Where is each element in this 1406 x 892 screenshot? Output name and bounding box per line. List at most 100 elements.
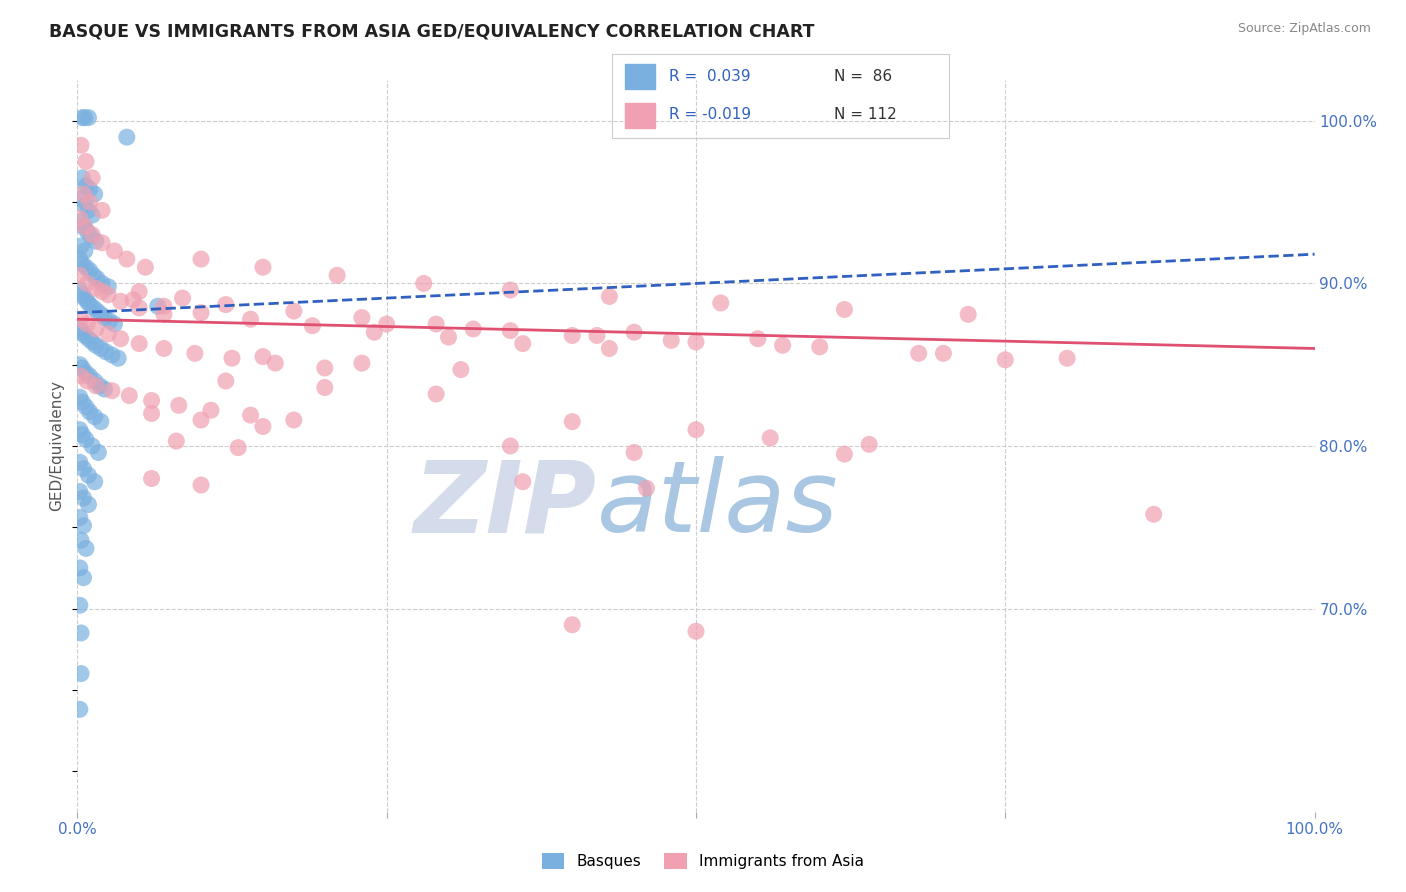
Point — [1056, 351, 1078, 366]
Text: BASQUE VS IMMIGRANTS FROM ASIA GED/EQUIVALENCY CORRELATION CHART: BASQUE VS IMMIGRANTS FROM ASIA GED/EQUIV… — [49, 22, 814, 40]
Point — [808, 340, 831, 354]
Point — [623, 445, 645, 459]
Point — [72, 170, 94, 185]
Text: Source: ZipAtlas.com: Source: ZipAtlas.com — [1237, 22, 1371, 36]
Point — [82, 170, 104, 185]
Point — [283, 413, 305, 427]
Text: atlas: atlas — [598, 456, 838, 553]
Point — [79, 182, 101, 196]
Bar — [626, 103, 655, 128]
Point — [69, 215, 91, 229]
Y-axis label: GED/Equivalency: GED/Equivalency — [49, 381, 65, 511]
Point — [69, 211, 91, 226]
Point — [499, 283, 522, 297]
Point — [93, 310, 115, 325]
Point — [70, 666, 93, 681]
Point — [76, 294, 98, 309]
Point — [70, 138, 93, 153]
Point — [73, 328, 96, 343]
Point — [79, 297, 101, 311]
Point — [69, 252, 91, 266]
Point — [450, 362, 472, 376]
Point — [97, 288, 120, 302]
Point — [69, 358, 91, 372]
Point — [122, 293, 145, 307]
Point — [76, 317, 98, 331]
Bar — [626, 63, 655, 89]
Point — [437, 330, 460, 344]
Point — [75, 260, 97, 275]
Point — [363, 325, 385, 339]
Point — [350, 356, 373, 370]
Point — [463, 322, 485, 336]
Point — [83, 187, 105, 202]
Point — [221, 351, 243, 366]
Point — [91, 235, 114, 250]
Point — [75, 400, 97, 414]
Point — [73, 291, 96, 305]
Point — [101, 384, 124, 398]
Point — [91, 285, 114, 299]
Point — [72, 395, 94, 409]
Point — [659, 334, 682, 348]
Point — [412, 277, 434, 291]
Point — [172, 291, 194, 305]
Point — [69, 599, 91, 613]
Point — [326, 268, 349, 283]
Point — [91, 277, 114, 291]
Point — [72, 111, 94, 125]
Point — [90, 342, 112, 356]
Point — [69, 268, 91, 283]
Point — [957, 307, 980, 321]
Point — [128, 285, 150, 299]
Point — [83, 475, 105, 489]
Point — [932, 346, 955, 360]
Point — [69, 423, 91, 437]
Point — [141, 407, 163, 421]
Point — [72, 518, 94, 533]
Point — [128, 336, 150, 351]
Point — [83, 409, 105, 424]
Point — [70, 312, 93, 326]
Point — [77, 498, 100, 512]
Point — [98, 314, 121, 328]
Point — [76, 224, 98, 238]
Point — [184, 346, 207, 360]
Point — [72, 491, 94, 505]
Point — [425, 387, 447, 401]
Point — [84, 234, 107, 248]
Point — [72, 257, 94, 271]
Point — [69, 390, 91, 404]
Point — [598, 289, 620, 303]
Point — [153, 307, 176, 321]
Point — [226, 441, 249, 455]
Point — [83, 374, 105, 388]
Point — [190, 306, 212, 320]
Point — [77, 111, 100, 125]
Point — [834, 302, 856, 317]
Point — [70, 626, 93, 640]
Point — [146, 299, 169, 313]
Point — [70, 192, 93, 206]
Point — [69, 322, 91, 336]
Point — [86, 304, 108, 318]
Point — [772, 338, 794, 352]
Point — [69, 702, 91, 716]
Point — [97, 279, 120, 293]
Point — [82, 301, 104, 315]
Point — [70, 239, 93, 253]
Point — [72, 288, 94, 302]
Point — [77, 468, 100, 483]
Point — [76, 277, 98, 291]
Point — [110, 332, 132, 346]
Point — [89, 379, 111, 393]
Point — [94, 344, 117, 359]
Point — [77, 332, 100, 346]
Point — [685, 624, 707, 639]
Point — [623, 325, 645, 339]
Point — [252, 350, 274, 364]
Point — [91, 203, 114, 218]
Point — [128, 301, 150, 315]
Point — [101, 348, 124, 362]
Point — [73, 111, 96, 125]
